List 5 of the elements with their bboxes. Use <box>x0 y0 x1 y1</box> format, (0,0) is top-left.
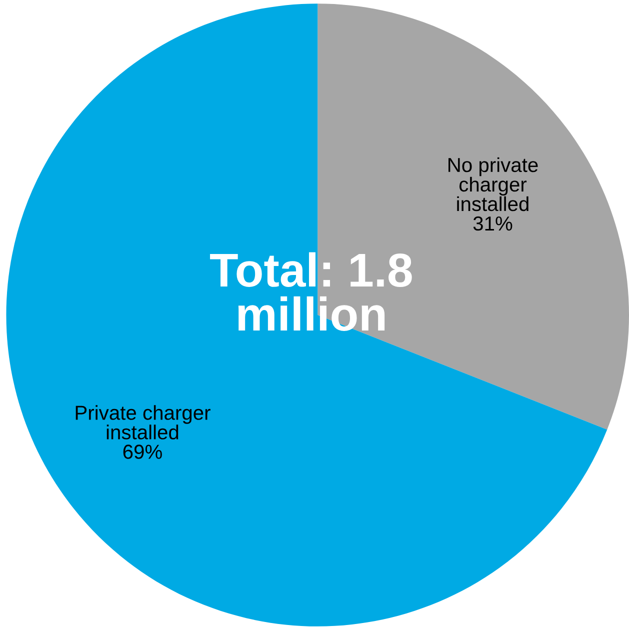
data-label: 31% <box>473 216 512 231</box>
data-label: 69% <box>123 444 162 459</box>
pie-slice <box>6 4 608 626</box>
slice-label: Private charger installed <box>76 405 210 440</box>
slice-label: No private charger installed <box>448 157 538 212</box>
